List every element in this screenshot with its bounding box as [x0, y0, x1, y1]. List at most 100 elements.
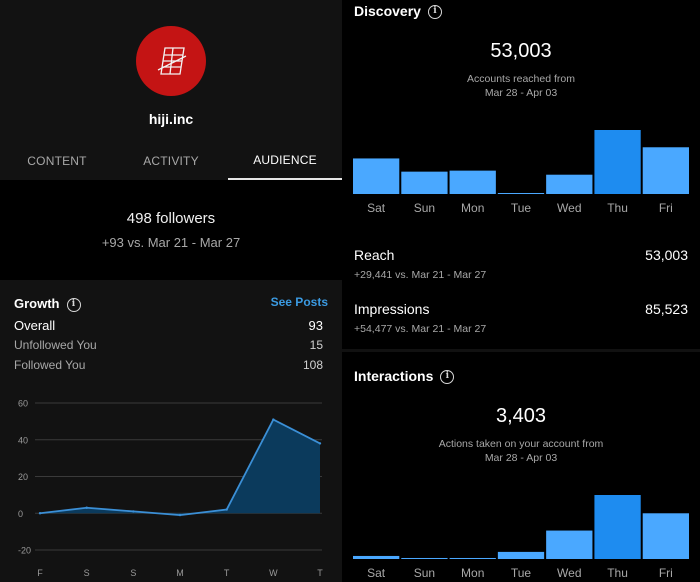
- interactions-day-label: Sun: [414, 566, 435, 580]
- interactions-bar-chart: Sat Sun Mon Tue Wed Thu Fri: [353, 493, 691, 582]
- x-tick-label: F: [37, 568, 43, 578]
- discovery-title-text: Discovery: [354, 3, 421, 19]
- discovery-bar[interactable]: [449, 170, 496, 194]
- insights-tabs: CONTENT ACTIVITY AUDIENCE: [0, 142, 342, 180]
- growth-stat-followed: Followed You 108: [14, 358, 323, 372]
- profile-username: hiji.inc: [148, 111, 194, 127]
- interactions-bar[interactable]: [353, 555, 400, 559]
- info-icon[interactable]: i: [66, 297, 81, 312]
- interactions-title: Interactions i: [354, 368, 455, 385]
- see-posts-link[interactable]: See Posts: [270, 295, 328, 309]
- discovery-day-label: Thu: [607, 201, 628, 215]
- data-point: [85, 506, 88, 509]
- discovery-bar-chart: Sat Sun Mon Tue Wed Thu Fri: [353, 128, 691, 220]
- discovery-title: Discovery i: [354, 3, 442, 20]
- x-tick-label: S: [130, 568, 136, 578]
- growth-title-text: Growth: [14, 296, 60, 311]
- tab-audience[interactable]: AUDIENCE: [228, 142, 342, 180]
- info-icon[interactable]: i: [440, 370, 455, 385]
- interactions-day-label: Thu: [607, 566, 628, 580]
- y-tick-label: 0: [18, 509, 23, 519]
- growth-area-chart: 60 40 20 0 -20 F S S M T W T: [18, 399, 323, 579]
- followers-delta: +93 vs. Mar 21 - Mar 27: [101, 235, 241, 250]
- impressions-row[interactable]: Impressions 85,523 +54,477 vs. Mar 21 - …: [354, 301, 688, 335]
- discovery-caption-date: Mar 28 - Apr 03: [484, 87, 558, 99]
- interactions-bar[interactable]: [546, 530, 593, 559]
- growth-stat-value: 15: [309, 338, 323, 352]
- interactions-bar[interactable]: [401, 557, 448, 559]
- interactions-day-label: Tue: [511, 566, 532, 580]
- reach-value: 53,003: [645, 247, 688, 263]
- data-point: [318, 442, 322, 445]
- discovery-bar[interactable]: [353, 158, 400, 194]
- reach-row[interactable]: Reach 53,003 +29,441 vs. Mar 21 - Mar 27: [354, 247, 688, 281]
- profile-header: hiji.inc CONTENT ACTIVITY AUDIENCE: [0, 0, 342, 180]
- growth-stat-overall: Overall 93: [14, 318, 323, 333]
- tab-content[interactable]: CONTENT: [27, 154, 87, 168]
- growth-stat-label: Unfollowed You: [14, 338, 97, 352]
- interactions-bar[interactable]: [497, 551, 545, 559]
- interactions-caption-date: Mar 28 - Apr 03: [484, 452, 558, 464]
- x-tick-label: T: [224, 568, 230, 578]
- x-tick-label: S: [84, 568, 90, 578]
- interactions-day-label: Wed: [557, 566, 581, 580]
- discovery-day-label: Sun: [414, 201, 435, 215]
- interactions-title-text: Interactions: [354, 368, 434, 384]
- y-tick-label: -20: [18, 546, 31, 556]
- growth-stat-label: Followed You: [14, 358, 86, 372]
- y-tick-label: 20: [18, 472, 28, 482]
- y-tick-label: 40: [18, 435, 28, 445]
- data-point: [225, 508, 228, 511]
- interactions-day-label: Sat: [367, 566, 386, 580]
- growth-title: Growth i: [14, 296, 81, 312]
- interactions-total: 3,403: [495, 405, 547, 427]
- data-point: [178, 513, 182, 517]
- discovery-bar[interactable]: [401, 171, 448, 194]
- discovery-day-label: Sat: [367, 201, 386, 215]
- growth-section: Growth i See Posts Overall 93 Unfollowed …: [0, 280, 342, 582]
- tab-activity[interactable]: ACTIVITY: [143, 154, 199, 168]
- discovery-caption-line: Accounts reached from: [467, 73, 575, 85]
- interactions-bar[interactable]: [449, 557, 496, 559]
- discovery-caption: Accounts reached from Mar 28 - Apr 03: [342, 72, 700, 100]
- discovery-day-label: Wed: [557, 201, 581, 215]
- section-divider: [342, 349, 700, 352]
- discovery-bar[interactable]: [642, 147, 689, 194]
- impressions-value: 85,523: [645, 301, 688, 317]
- growth-stat-unfollowed: Unfollowed You 15: [14, 338, 323, 352]
- discovery-bar[interactable]: [497, 193, 545, 194]
- y-tick-label: 60: [18, 399, 28, 409]
- logo-icon: [157, 47, 187, 75]
- avatar[interactable]: [136, 26, 206, 96]
- overview-panel: Discovery i 53,003 Accounts reached from …: [342, 0, 700, 582]
- x-tick-label: T: [317, 568, 323, 578]
- impressions-label: Impressions: [354, 301, 430, 317]
- reach-delta: +29,441 vs. Mar 21 - Mar 27: [354, 269, 487, 281]
- data-point: [272, 418, 275, 421]
- x-tick-label: M: [176, 568, 184, 578]
- discovery-bar[interactable]: [546, 174, 593, 194]
- discovery-day-label: Mon: [461, 201, 484, 215]
- interactions-caption: Actions taken on your account from Mar 2…: [342, 437, 700, 465]
- area-fill: [40, 419, 320, 516]
- audience-panel: hiji.inc CONTENT ACTIVITY AUDIENCE 498 f…: [0, 0, 342, 582]
- growth-stat-value: 108: [302, 358, 323, 372]
- growth-stat-label: Overall: [14, 318, 56, 333]
- interactions-caption-line: Actions taken on your account from: [438, 438, 604, 450]
- interactions-day-label: Fri: [659, 566, 673, 580]
- reach-label: Reach: [354, 247, 395, 263]
- discovery-accounts-reached: 53,003: [490, 40, 552, 62]
- impressions-delta: +54,477 vs. Mar 21 - Mar 27: [354, 323, 487, 335]
- discovery-day-label: Tue: [511, 201, 532, 215]
- discovery-day-label: Fri: [659, 201, 673, 215]
- info-icon[interactable]: i: [427, 5, 442, 20]
- data-point: [132, 510, 135, 513]
- interactions-bar[interactable]: [642, 513, 689, 559]
- followers-summary: 498 followers +93 vs. Mar 21 - Mar 27: [0, 180, 342, 278]
- growth-stat-value: 93: [308, 318, 323, 333]
- discovery-bar[interactable]: [594, 130, 641, 194]
- data-point: [38, 512, 42, 515]
- interactions-day-label: Mon: [461, 566, 484, 580]
- interactions-bar[interactable]: [594, 495, 641, 559]
- x-tick-label: W: [269, 568, 278, 578]
